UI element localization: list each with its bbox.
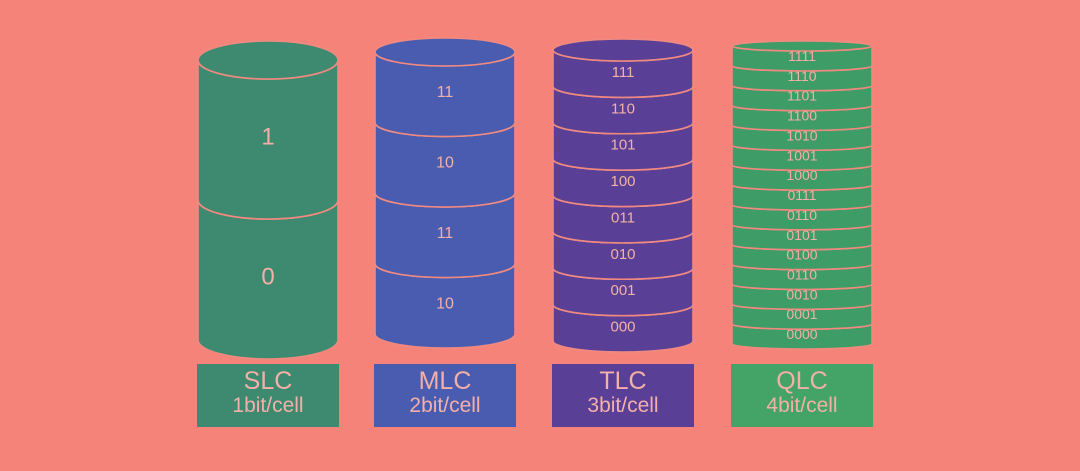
qlc-level-value: 0110: [787, 207, 817, 223]
mlc-cell-top: [374, 37, 516, 67]
qlc-level-value: 1000: [786, 167, 817, 183]
tlc-cell-level: 111: [552, 38, 694, 99]
slc-cell-top: [197, 40, 339, 80]
qlc-level-value: 1100: [787, 108, 817, 124]
mlc-stack: 10 11 10 11: [374, 37, 516, 349]
tlc-level-value: 001: [610, 282, 635, 299]
qlc-label-box: QLC 4bit/cell: [731, 364, 873, 427]
qlc-title: QLC: [776, 367, 828, 395]
mlc-bits-per-cell: 2bit/cell: [409, 394, 481, 417]
slc-label-box: SLC 1bit/cell: [197, 364, 339, 427]
mlc-level-value: 10: [436, 296, 454, 313]
mlc-level-value: 11: [437, 84, 454, 101]
tlc-level-value: 100: [610, 173, 635, 190]
tlc-level-value: 011: [611, 209, 635, 226]
slc-level-value: 0: [261, 263, 274, 290]
qlc-level-value: 0010: [786, 286, 817, 302]
tlc-cell-top: [552, 38, 694, 62]
qlc-level-value: 1101: [787, 88, 817, 104]
qlc-level-value: 0111: [787, 187, 816, 203]
qlc-level-value: 1001: [786, 147, 817, 163]
slc-bits-per-cell: 1bit/cell: [232, 394, 304, 417]
tlc-level-value: 101: [610, 137, 635, 154]
mlc-level-value: 10: [436, 155, 454, 172]
mlc-level-value: 11: [437, 225, 454, 242]
tlc-label-box: TLC 3bit/cell: [552, 364, 694, 427]
qlc-level-value: 0110: [787, 267, 817, 283]
slc-level-value: 1: [261, 123, 274, 150]
tlc-title: TLC: [599, 367, 647, 395]
slc-cell-level: 1: [197, 40, 339, 220]
qlc-level-value: 0101: [786, 227, 817, 243]
qlc-level-value: 0100: [786, 247, 817, 263]
tlc-level-value: 110: [611, 100, 635, 117]
tlc-level-value: 010: [610, 246, 635, 263]
tlc-stack: 000 001 010 011 100 101 110 111: [552, 38, 694, 353]
mlc-label-box: MLC 2bit/cell: [374, 364, 516, 427]
slc-title: SLC: [243, 367, 293, 395]
mlc-cell-level: 11: [374, 37, 516, 138]
qlc-level-value: 1010: [786, 127, 817, 143]
qlc-level-value: 1110: [787, 68, 816, 84]
qlc-cell-level: 1111: [731, 40, 873, 72]
mlc-title: MLC: [418, 367, 472, 395]
qlc-cell-top: [731, 40, 873, 52]
slc-stack: 01: [197, 40, 339, 360]
qlc-bits-per-cell: 4bit/cell: [766, 394, 838, 417]
qlc-level-value: 1111: [788, 48, 816, 64]
tlc-level-value: 111: [612, 64, 635, 81]
qlc-stack: 0000 0001 0010 0110 0100 0101 0110 0111 1000 1001…: [731, 40, 873, 350]
qlc-level-value: 0001: [786, 306, 817, 322]
tlc-bits-per-cell: 3bit/cell: [587, 394, 659, 417]
tlc-level-value: 000: [610, 319, 635, 336]
qlc-level-value: 0000: [786, 326, 817, 342]
